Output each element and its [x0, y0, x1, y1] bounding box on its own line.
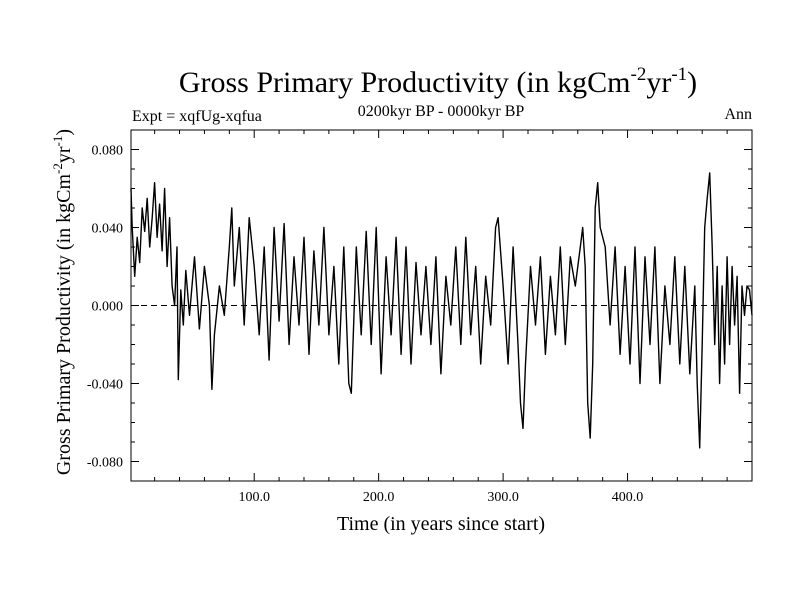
x-tick-label: 400.0 — [612, 490, 644, 505]
y-tick-label: -0.040 — [87, 378, 123, 393]
y-tick-label: 0.080 — [92, 144, 124, 159]
y-tick-label: -0.080 — [87, 456, 123, 471]
chart-title: Gross Primary Productivity (in kgCm-2yr-… — [179, 64, 697, 99]
y-tick-label: 0.040 — [92, 222, 124, 237]
x-tick-label: 100.0 — [238, 490, 270, 505]
x-tick-label: 300.0 — [487, 490, 519, 505]
x-tick-label: 200.0 — [363, 490, 395, 505]
time-range-label: 0200kyr BP - 0000kyr BP — [358, 103, 525, 120]
y-axis-label: Gross Primary Productivity (in kgCm-2yr-… — [50, 129, 75, 475]
series-line — [130, 172, 753, 449]
y-tick-label: 0.000 — [92, 300, 124, 315]
axis-ticks: 0.080 0.040 0.000 -0.040 -0.080 100.0 200.0 300… — [87, 130, 752, 505]
experiment-label: Expt = xqfUg-xqfua — [132, 108, 262, 125]
x-axis-label: Time (in years since start) — [337, 513, 545, 535]
season-label: Ann — [724, 106, 752, 123]
